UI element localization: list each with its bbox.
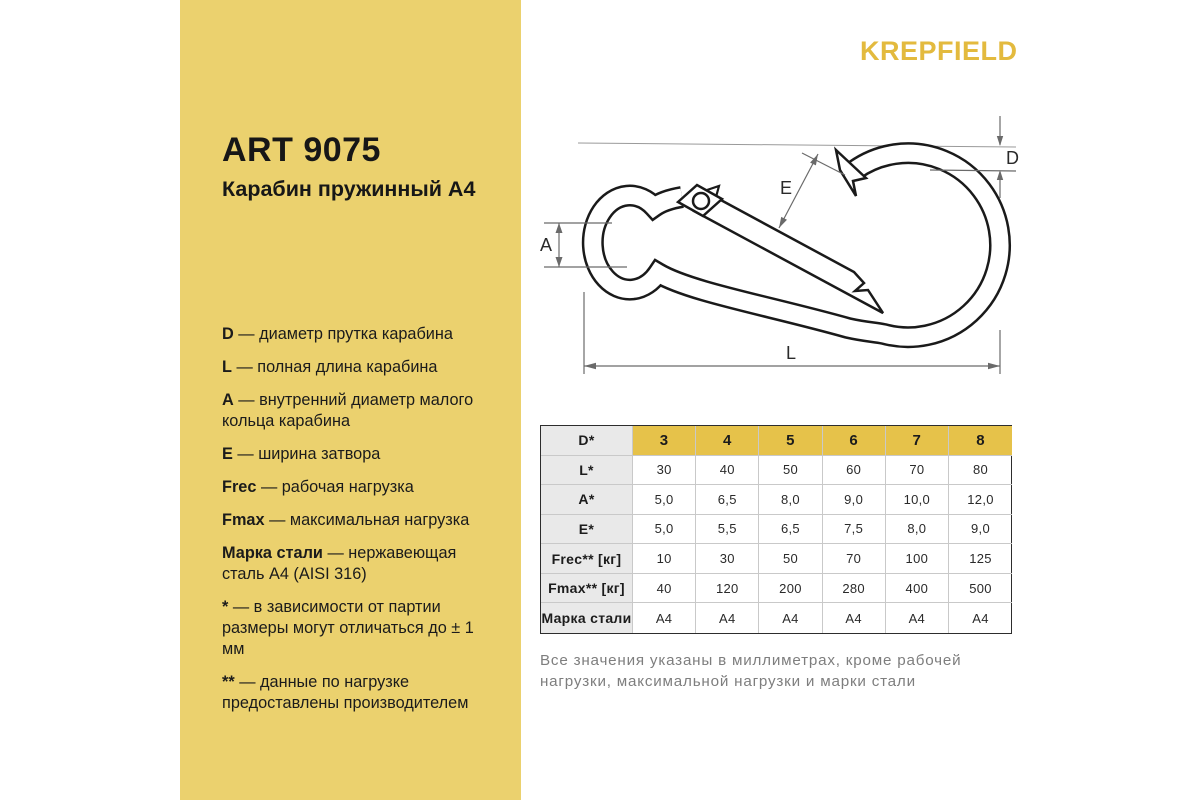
table-cell: 10,0 [885, 485, 949, 515]
table-cell: 30 [696, 544, 760, 574]
table-cell: 5,0 [633, 514, 697, 545]
table-cell: 100 [885, 544, 949, 574]
definition-item: Fmax — максимальная нагрузка [222, 510, 480, 531]
table-cell: 10 [633, 544, 697, 574]
brand-logo: KREPFIELD [860, 36, 1018, 66]
table-cell: 400 [885, 573, 949, 604]
table-cell: 40 [633, 573, 697, 604]
info-panel: ART 9075 Карабин пружинный А4 D — диамет… [180, 0, 521, 800]
table-cell: 8,0 [885, 514, 949, 545]
table-cell: 40 [696, 455, 760, 486]
definition-item: L — полная длина карабина [222, 357, 480, 378]
dim-A-arrows [555, 223, 563, 267]
gate-bar [692, 190, 885, 315]
table-cell: А4 [972, 610, 989, 626]
hook-tip-barb [834, 146, 869, 197]
table-cell: 9,0 [822, 485, 886, 515]
product-name: Карабин пружинный А4 [222, 177, 476, 201]
dim-label-D: D [1006, 148, 1019, 168]
table-header-value: 6 [822, 426, 886, 456]
table-header-value: 7 [885, 426, 949, 456]
rivet-hole [691, 191, 711, 211]
dim-D-arrows [996, 136, 1004, 180]
table-cell: 6,5 [759, 514, 823, 545]
table-cell: 7,5 [822, 514, 886, 545]
table-cell: А4 [633, 603, 697, 633]
definition-desc: — в зависимости от партии размеры могут … [222, 598, 474, 658]
definition-term: * [222, 598, 229, 616]
definition-desc: — ширина затвора [237, 445, 381, 463]
definition-desc: — диаметр прутка карабина [238, 325, 453, 343]
dim-label-L: L [786, 343, 796, 363]
table-row-label: Frec** [кг] [541, 544, 633, 574]
carabiner-technical-drawing: A E D L [540, 116, 1019, 374]
dim-label-E: E [780, 178, 792, 198]
table-cell: А4 [886, 603, 949, 633]
table-cell: 70 [885, 455, 949, 486]
table-cell: 50 [759, 455, 823, 486]
table-cell: А4 [759, 603, 823, 633]
table-cell: 5,0 [633, 485, 697, 515]
definition-item: ** — данные по нагрузке предоставлены пр… [222, 672, 480, 714]
dim-label-A: A [540, 235, 552, 255]
definition-item: E — ширина затвора [222, 444, 480, 465]
table-cell: 30 [633, 455, 697, 486]
table-row-label: E* [541, 514, 633, 545]
table-cell: 200 [759, 573, 823, 604]
article-number: ART 9075 [222, 131, 381, 169]
definition-term: L [222, 358, 232, 376]
table-cell: 125 [948, 544, 1013, 574]
table-cell: А4 [696, 603, 760, 633]
table-cell: 12,0 [948, 485, 1013, 515]
table-cell: А4 [823, 603, 886, 633]
table-cell: 500 [948, 574, 1013, 604]
definition-desc: — рабочая нагрузка [260, 478, 414, 496]
table-cell: 120 [696, 573, 760, 604]
table-cell: 5,5 [696, 514, 760, 545]
table-cell: 70 [822, 544, 886, 574]
dim-L [583, 292, 1001, 374]
dim-E-arrows [779, 154, 818, 228]
table-row-label: A* [541, 485, 633, 515]
table-cell: 9,0 [948, 515, 1013, 545]
units-note: Все значения указаны в миллиметрах, кром… [540, 652, 962, 690]
definition-term: A [222, 391, 234, 409]
definition-term: Марка стали [222, 544, 323, 562]
definition-item: Марка стали — нержавеющая сталь А4 (AISI… [222, 543, 480, 585]
definition-term: D [222, 325, 234, 343]
definition-term: Fmax [222, 511, 265, 529]
table-cell: 60 [822, 455, 886, 486]
table-header-value: 4 [696, 426, 760, 456]
definition-desc: — полная длина карабина [236, 358, 438, 376]
table-cell: 8,0 [759, 485, 823, 515]
table-cell: 6,5 [696, 485, 760, 515]
definition-desc: — максимальная нагрузка [269, 511, 470, 529]
definition-item: Frec — рабочая нагрузка [222, 477, 480, 498]
table-cell: 50 [759, 544, 823, 574]
definitions-list: D — диаметр прутка карабина L — полная д… [222, 324, 480, 714]
dim-reference-line [577, 142, 1017, 148]
table-row-label: Fmax** [кг] [541, 573, 633, 604]
definition-term: E [222, 445, 233, 463]
table-row-label: L* [541, 455, 633, 486]
definition-item: D — диаметр прутка карабина [222, 324, 480, 345]
dim-E [778, 152, 846, 229]
definition-term: ** [222, 673, 235, 691]
table-header-value: 3 [633, 426, 697, 456]
carabiner-wire-core [584, 144, 1009, 346]
table-header-label: D* [541, 426, 633, 456]
definition-desc: — данные по нагрузке предоставлены произ… [222, 673, 469, 712]
table-row-label: Марка стали [541, 603, 633, 633]
table-header-value: 5 [759, 426, 823, 456]
definition-term: Frec [222, 478, 257, 496]
table-cell: 80 [948, 456, 1013, 486]
definition-item: A — внутренний диаметр малого кольца кар… [222, 390, 480, 432]
definition-desc: — внутренний диаметр малого кольца караб… [222, 391, 474, 430]
definition-item: * — в зависимости от партии размеры могу… [222, 597, 480, 660]
table-cell: 280 [822, 573, 886, 604]
definition-desc: — нержавеющая сталь А4 (AISI 316) [222, 544, 457, 583]
table-header-value: 8 [948, 426, 1013, 456]
spec-table: D* 3 4 5 6 7 8 L* 30 40 50 60 70 80 A* 5… [540, 425, 1013, 634]
